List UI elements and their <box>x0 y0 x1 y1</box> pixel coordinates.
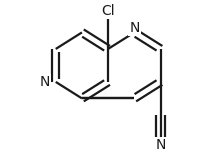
Text: N: N <box>40 75 50 89</box>
Text: N: N <box>129 21 140 35</box>
Text: N: N <box>155 138 166 152</box>
Text: Cl: Cl <box>101 4 115 18</box>
